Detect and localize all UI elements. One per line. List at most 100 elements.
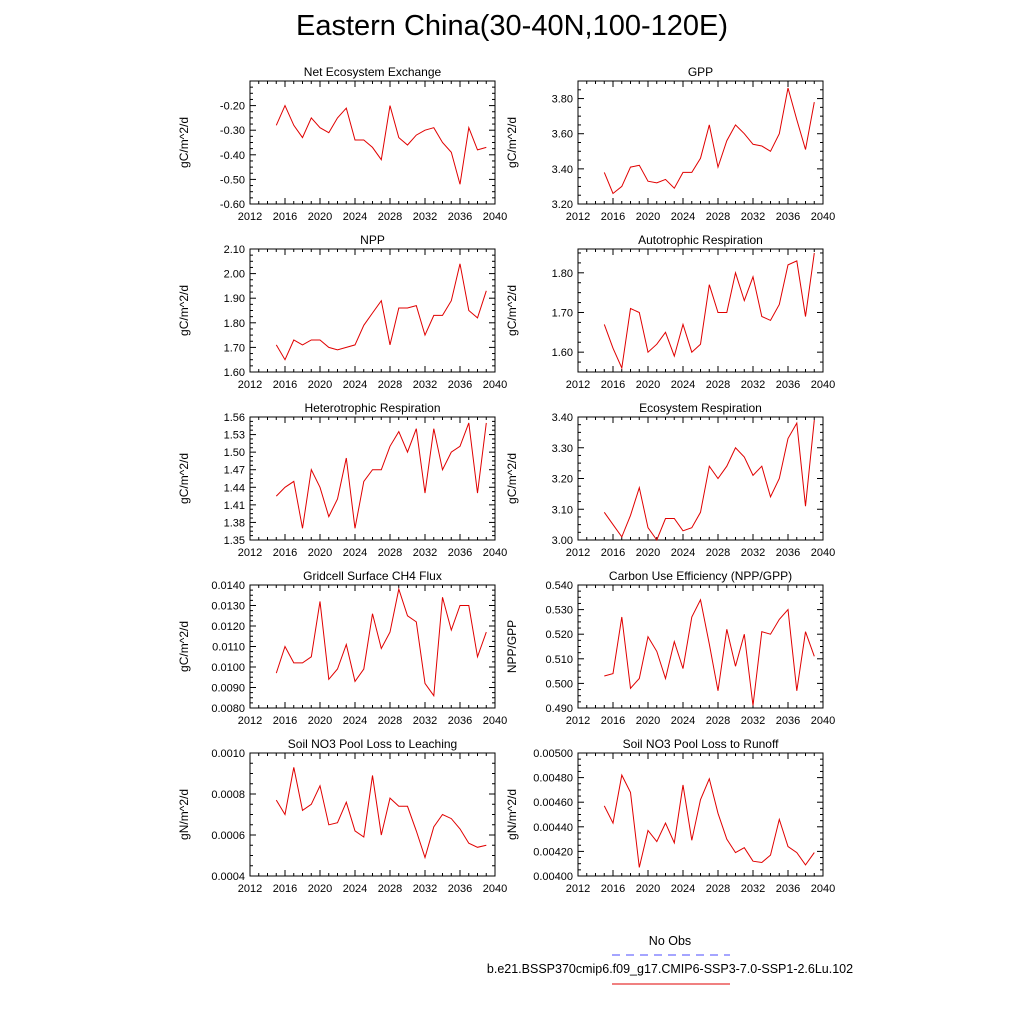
x-tick-label: 2024 xyxy=(343,883,367,895)
x-tick-label: 2020 xyxy=(308,379,332,391)
panel-title: Gridcell Surface CH4 Flux xyxy=(303,569,442,583)
y-tick-label: 1.70 xyxy=(552,307,573,319)
x-tick-label: 2036 xyxy=(448,715,472,727)
x-tick-label: 2028 xyxy=(378,883,402,895)
y-tick-label: 0.0100 xyxy=(211,662,245,674)
x-tick-label: 2024 xyxy=(671,883,695,895)
x-tick-label: 2036 xyxy=(776,379,800,391)
panel-title: Heterotrophic Respiration xyxy=(304,401,440,415)
y-tick-label: 0.510 xyxy=(545,654,573,666)
panel-5: Heterotrophic Respiration gC/m^2/d 2012 201… xyxy=(177,401,507,559)
y-tick-label: 0.00400 xyxy=(533,871,573,883)
x-tick-label: 2036 xyxy=(448,379,472,391)
y-tick-label: 1.80 xyxy=(224,318,245,330)
series-line xyxy=(275,422,487,529)
x-tick-label: 2036 xyxy=(776,715,800,727)
series-line xyxy=(275,767,487,860)
x-tick-label: 2016 xyxy=(273,547,297,559)
y-tick-label: 1.56 xyxy=(224,412,245,424)
y-tick-label: 0.490 xyxy=(545,703,573,715)
x-tick-label: 2040 xyxy=(483,883,507,895)
x-tick-label: 2036 xyxy=(448,547,472,559)
y-tick-label: 1.70 xyxy=(224,342,245,354)
plot-frame xyxy=(249,752,496,877)
y-axis-label: gN/m^2/d xyxy=(505,789,519,840)
panel-3: NPP gC/m^2/d 2012 2016 2020 2024 2028 2032 2036 2… xyxy=(177,233,507,391)
y-tick-label: 3.10 xyxy=(552,504,573,516)
series-line xyxy=(603,87,815,195)
panel-4: Autotrophic Respiration gC/m^2/d 2012 2016 2… xyxy=(505,233,835,391)
y-tick-label: 1.90 xyxy=(224,293,245,305)
y-tick-label: 0.0110 xyxy=(212,642,245,654)
x-tick-label: 2016 xyxy=(273,211,297,223)
plot-frame xyxy=(249,248,496,373)
x-tick-label: 2016 xyxy=(601,883,625,895)
y-tick-label: 0.0080 xyxy=(211,703,245,715)
panel-8: Carbon Use Efficiency (NPP/GPP) NPP/GPP 20… xyxy=(505,569,835,727)
panel-title: Soil NO3 Pool Loss to Leaching xyxy=(288,737,457,751)
x-tick-label: 2020 xyxy=(636,547,660,559)
x-tick-label: 2012 xyxy=(238,883,262,895)
x-tick-label: 2020 xyxy=(308,211,332,223)
y-tick-label: -0.30 xyxy=(220,125,245,137)
y-axis-label: gC/m^2/d xyxy=(505,453,519,504)
y-axis-label: gC/m^2/d xyxy=(177,285,191,336)
panel-title: Autotrophic Respiration xyxy=(638,233,763,247)
y-tick-label: -0.40 xyxy=(220,150,245,162)
panel-9: Soil NO3 Pool Loss to Leaching gN/m^2/d 20… xyxy=(177,737,507,895)
x-tick-label: 2020 xyxy=(308,715,332,727)
plot-frame xyxy=(249,584,496,709)
y-tick-label: -0.60 xyxy=(220,199,245,211)
panel-title: Soil NO3 Pool Loss to Runoff xyxy=(623,737,780,751)
x-tick-label: 2024 xyxy=(343,547,367,559)
x-tick-label: 2032 xyxy=(741,547,765,559)
x-tick-label: 2036 xyxy=(776,211,800,223)
x-tick-label: 2016 xyxy=(601,211,625,223)
plot-frame xyxy=(577,584,824,709)
y-tick-label: 3.40 xyxy=(552,164,573,176)
y-tick-label: 3.80 xyxy=(552,94,573,106)
y-tick-label: 3.20 xyxy=(552,474,573,486)
x-tick-label: 2040 xyxy=(811,715,835,727)
y-tick-label: 1.60 xyxy=(552,347,573,359)
y-tick-label: 1.38 xyxy=(224,517,245,529)
panel-title: GPP xyxy=(688,65,713,79)
x-tick-label: 2024 xyxy=(671,379,695,391)
plot-frame xyxy=(249,416,496,541)
x-tick-label: 2032 xyxy=(413,211,437,223)
y-tick-label: 0.00460 xyxy=(533,797,573,809)
plot-frame xyxy=(249,80,496,205)
y-axis-label: gC/m^2/d xyxy=(177,453,191,504)
y-tick-label: 1.60 xyxy=(224,367,245,379)
x-tick-label: 2012 xyxy=(238,379,262,391)
x-tick-label: 2024 xyxy=(671,547,695,559)
y-axis-label: gC/m^2/d xyxy=(177,621,191,672)
x-tick-label: 2028 xyxy=(706,379,730,391)
x-tick-label: 2032 xyxy=(741,379,765,391)
x-tick-label: 2032 xyxy=(413,547,437,559)
x-tick-label: 2032 xyxy=(741,883,765,895)
series-line xyxy=(603,773,815,868)
x-tick-label: 2024 xyxy=(343,379,367,391)
x-tick-label: 2028 xyxy=(706,211,730,223)
x-tick-label: 2040 xyxy=(483,547,507,559)
x-tick-label: 2020 xyxy=(308,547,332,559)
x-tick-label: 2028 xyxy=(378,547,402,559)
x-tick-label: 2032 xyxy=(413,379,437,391)
y-tick-label: 0.00440 xyxy=(533,822,573,834)
plot-frame xyxy=(577,416,824,541)
legend-model-label: b.e21.BSSP370cmip6.f09_g17.CMIP6-SSP3-7.… xyxy=(487,962,853,976)
y-tick-label: 3.20 xyxy=(552,199,573,211)
y-tick-label: 3.00 xyxy=(552,535,573,547)
y-tick-label: 1.80 xyxy=(552,268,573,280)
series-line xyxy=(275,587,487,698)
figure-title: Eastern China(30-40N,100-120E) xyxy=(295,10,729,42)
x-tick-label: 2032 xyxy=(413,883,437,895)
y-tick-label: 1.41 xyxy=(224,500,245,512)
y-tick-label: 1.35 xyxy=(224,535,245,547)
x-tick-label: 2032 xyxy=(413,715,437,727)
x-tick-label: 2040 xyxy=(483,715,507,727)
y-tick-label: 0.540 xyxy=(545,580,573,592)
series-line xyxy=(275,263,487,361)
panel-7: Gridcell Surface CH4 Flux gC/m^2/d 2012 201… xyxy=(177,569,507,727)
